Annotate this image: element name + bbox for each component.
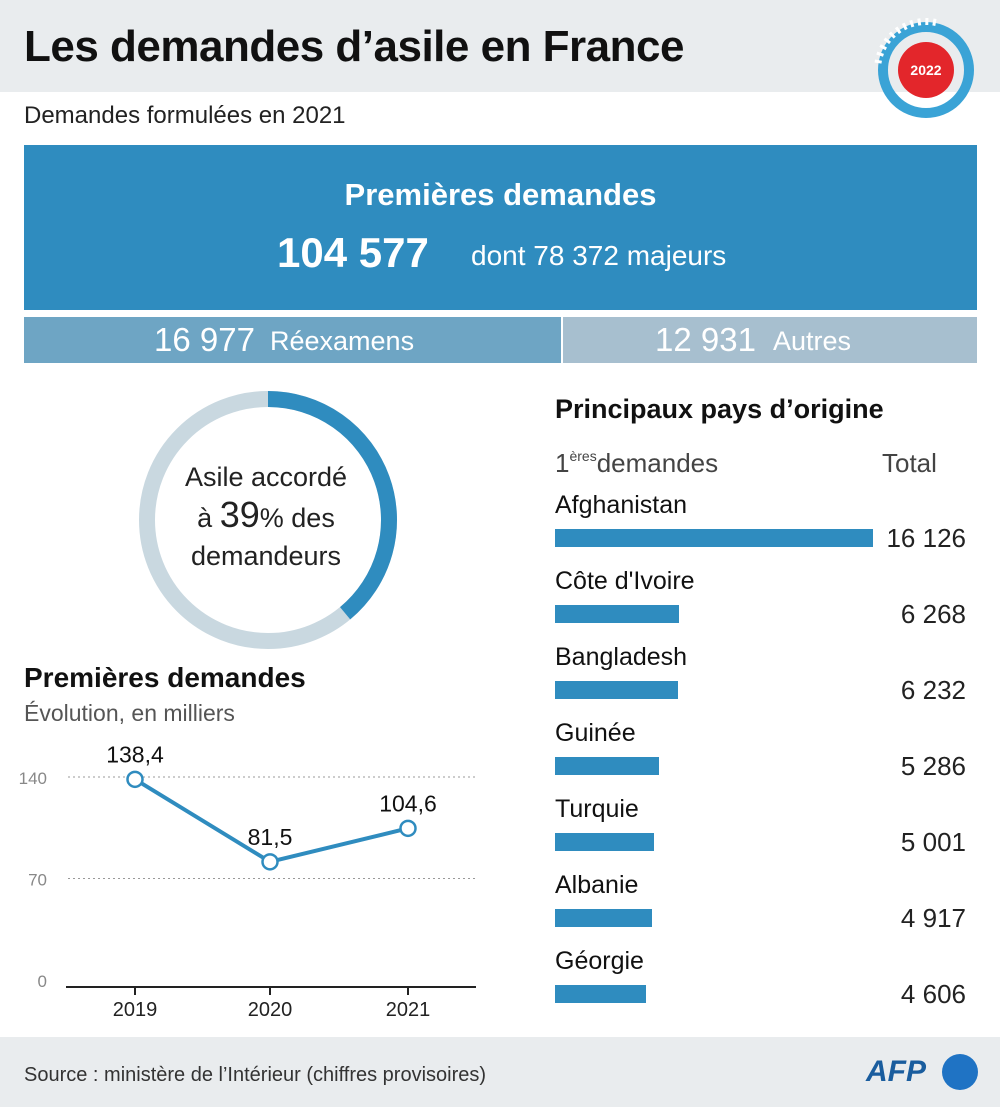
country-bar: [555, 605, 679, 623]
asile-line3: demandeurs: [190, 541, 342, 571]
year-badge-icon: 2022: [874, 18, 974, 118]
data-point: [126, 770, 144, 789]
pays-title: Principaux pays d’origine: [555, 394, 884, 424]
autres-strip: 12 931 Autres: [563, 317, 977, 363]
y-tick-label: 140: [19, 769, 47, 788]
asile-pct-sign: %: [259, 503, 284, 533]
badge-tick: [888, 31, 896, 39]
country-value: 6 232: [900, 675, 966, 705]
country-bar: [555, 833, 654, 851]
badge-tick: [874, 59, 882, 64]
premieres-box: Premières demandes 104 577 dont 78 372 m…: [24, 145, 977, 310]
x-tick-label: 2020: [248, 999, 293, 1021]
header-band: [0, 0, 1000, 92]
badge-tick: [879, 44, 887, 51]
premieres-detail: dont 78 372 majeurs: [471, 240, 727, 271]
pays-col1-rest: demandes: [596, 448, 719, 478]
asile-suffix: des: [291, 503, 335, 533]
country-label: Bangladesh: [555, 643, 688, 671]
y-tick-label: 0: [38, 972, 47, 991]
data-label: 138,4: [106, 741, 164, 767]
asile-prefix: à: [197, 503, 213, 533]
badge-tick: [917, 18, 922, 26]
asile-line2: à 39% des: [150, 496, 382, 537]
badge-year: 2022: [910, 62, 941, 78]
x-tick-label: 2019: [113, 999, 158, 1021]
country-bar: [555, 681, 678, 699]
afp-logo-icon: AFP: [866, 1054, 978, 1090]
badge-tick: [894, 26, 902, 34]
x-tick-label: 2021: [386, 999, 431, 1021]
country-bar: [555, 985, 646, 1003]
country-value: 5 286: [900, 751, 966, 781]
source-note: Source : ministère de l’Intérieur (chiff…: [24, 1064, 487, 1086]
country-label: Turquie: [555, 795, 639, 823]
evolution-title: Premières demandes: [24, 662, 306, 693]
country-value: 4 606: [900, 979, 966, 1009]
ring-arc: [267, 391, 397, 620]
afp-logo-dot: [942, 1054, 978, 1090]
badge-tick: [901, 22, 908, 31]
premieres-total: 104 577: [277, 229, 429, 276]
badge-tick: [932, 18, 937, 26]
badge-tick: [876, 51, 884, 57]
pays-col1-header: 1èresdemandes: [555, 448, 718, 479]
asile-ring: [139, 391, 397, 649]
reexamens-strip: 16 977 Réexamens: [24, 317, 561, 363]
asile-text: Asile accordé à 39% des demandeurs: [150, 458, 382, 575]
badge-disc: [898, 42, 954, 98]
reexamens-label: Réexamens: [270, 326, 415, 356]
y-tick-label: 70: [28, 871, 47, 890]
country-bar: [555, 909, 652, 927]
reexamens-value: 16 977: [154, 321, 255, 358]
country-value: 16 126: [886, 523, 966, 553]
page-title: Les demandes d’asile en France: [24, 22, 684, 71]
pays-col1-exp: 1: [555, 448, 570, 478]
country-value: 4 917: [900, 903, 966, 933]
country-label: Afghanistan: [555, 491, 688, 519]
premieres-label: Premières demandes: [344, 177, 657, 212]
country-label: Albanie: [555, 871, 639, 899]
data-point: [399, 819, 417, 838]
evolution-subtitle: Évolution, en milliers: [24, 700, 235, 726]
pays-col1-sup: ères: [569, 448, 597, 464]
page-subtitle: Demandes formulées en 2021: [24, 102, 346, 129]
country-value: 5 001: [900, 827, 966, 857]
country-bar: [555, 757, 659, 775]
badge-ticks: [874, 18, 937, 64]
data-label: 81,5: [248, 824, 293, 850]
country-label: Guinée: [555, 719, 636, 747]
autres-value: 12 931: [655, 321, 756, 358]
evolution-line-chart: 0 70 140 2019 2020 2021 138,4 81,5 104,6: [19, 741, 476, 1021]
data-point: [261, 853, 279, 871]
country-label: Géorgie: [555, 947, 644, 975]
afp-logo-text: AFP: [866, 1055, 926, 1088]
autres-label: Autres: [773, 326, 852, 356]
badge-ring: [878, 22, 974, 118]
country-value: 6 268: [900, 599, 966, 629]
asile-pct: 39: [219, 494, 260, 535]
footer-band: [0, 1037, 1000, 1107]
asile-line1: Asile accordé: [184, 462, 348, 492]
pays-col2-header: Total: [882, 448, 937, 478]
country-bar: [555, 529, 873, 547]
badge-tick: [909, 19, 915, 28]
badge-tick: [883, 37, 891, 45]
data-label: 104,6: [379, 790, 437, 816]
country-label: Côte d'Ivoire: [555, 567, 695, 595]
